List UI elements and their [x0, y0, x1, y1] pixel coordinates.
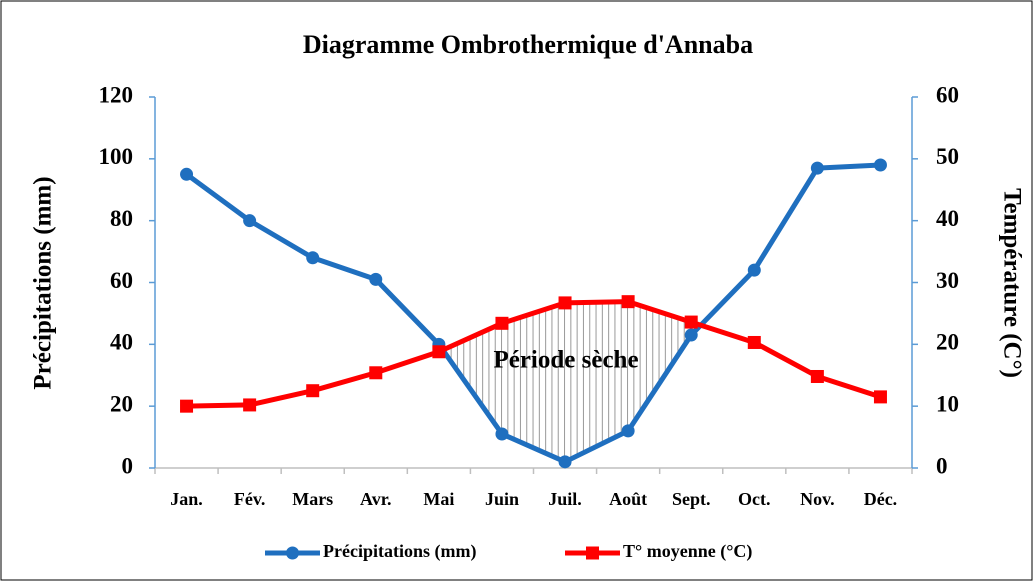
legend-label: Précipitations (mm): [323, 541, 476, 562]
point: [180, 167, 194, 181]
chart-title: Diagramme Ombrothermique d'Annaba: [303, 30, 753, 59]
y2-tick-label: 30: [936, 268, 959, 293]
x-tick-label: Nov.: [800, 489, 835, 509]
annotation: Période sèche: [493, 347, 638, 374]
y2-axis-title: Température (C°): [998, 188, 1025, 378]
point: [306, 251, 320, 265]
x-tick-label: Jan.: [170, 489, 203, 509]
point: [873, 390, 887, 404]
point: [747, 263, 761, 277]
x-tick-label: Mars: [292, 489, 333, 509]
y2-tick-label: 50: [936, 144, 959, 169]
point: [243, 214, 257, 228]
x-tick-label: Avr.: [360, 489, 392, 509]
y2-tick-label: 40: [936, 206, 959, 231]
point: [495, 427, 509, 441]
point: [495, 316, 509, 330]
legend-label: T° moyenne (°C): [623, 541, 752, 562]
y-tick-label: 80: [110, 206, 133, 231]
point: [684, 315, 698, 329]
point: [810, 161, 824, 175]
x-tick-label: Juil.: [548, 489, 582, 509]
series-line: [186, 299, 882, 409]
series-line: [185, 162, 881, 465]
point: [810, 369, 824, 383]
legend-marker: [586, 546, 599, 560]
point: [369, 272, 383, 286]
y-tick-label: 20: [110, 391, 133, 416]
point: [621, 424, 635, 438]
x-tick-label: Mai: [423, 489, 454, 509]
x-tick-label: Déc.: [864, 489, 897, 509]
point: [180, 399, 194, 413]
point: [558, 296, 572, 310]
x-tick-label: Oct.: [738, 489, 770, 509]
y2-tick-label: 60: [936, 82, 959, 107]
point: [684, 328, 698, 342]
point: [432, 345, 446, 359]
x-tick-label: Août: [609, 489, 647, 509]
x-tick-label: Sept.: [672, 489, 711, 509]
y-axis-title: Précipitations (mm): [30, 176, 57, 389]
y-tick-label: 0: [122, 453, 134, 478]
y-tick-label: 60: [110, 268, 133, 293]
point: [306, 384, 320, 398]
y-tick-label: 100: [99, 144, 134, 169]
point: [558, 455, 572, 469]
y2-tick-label: 20: [936, 330, 959, 355]
point: [369, 366, 383, 380]
x-tick-label: Juin: [485, 489, 519, 509]
y-tick-label: 40: [110, 330, 133, 355]
point: [243, 398, 257, 412]
legend-marker: [286, 546, 299, 560]
y2-tick-label: 10: [936, 391, 959, 416]
y2-tick-label: 0: [936, 453, 948, 478]
point: [747, 335, 761, 349]
point: [621, 295, 635, 309]
x-tick-label: Fév.: [234, 489, 266, 509]
y-tick-label: 120: [99, 82, 134, 107]
point: [873, 158, 887, 172]
